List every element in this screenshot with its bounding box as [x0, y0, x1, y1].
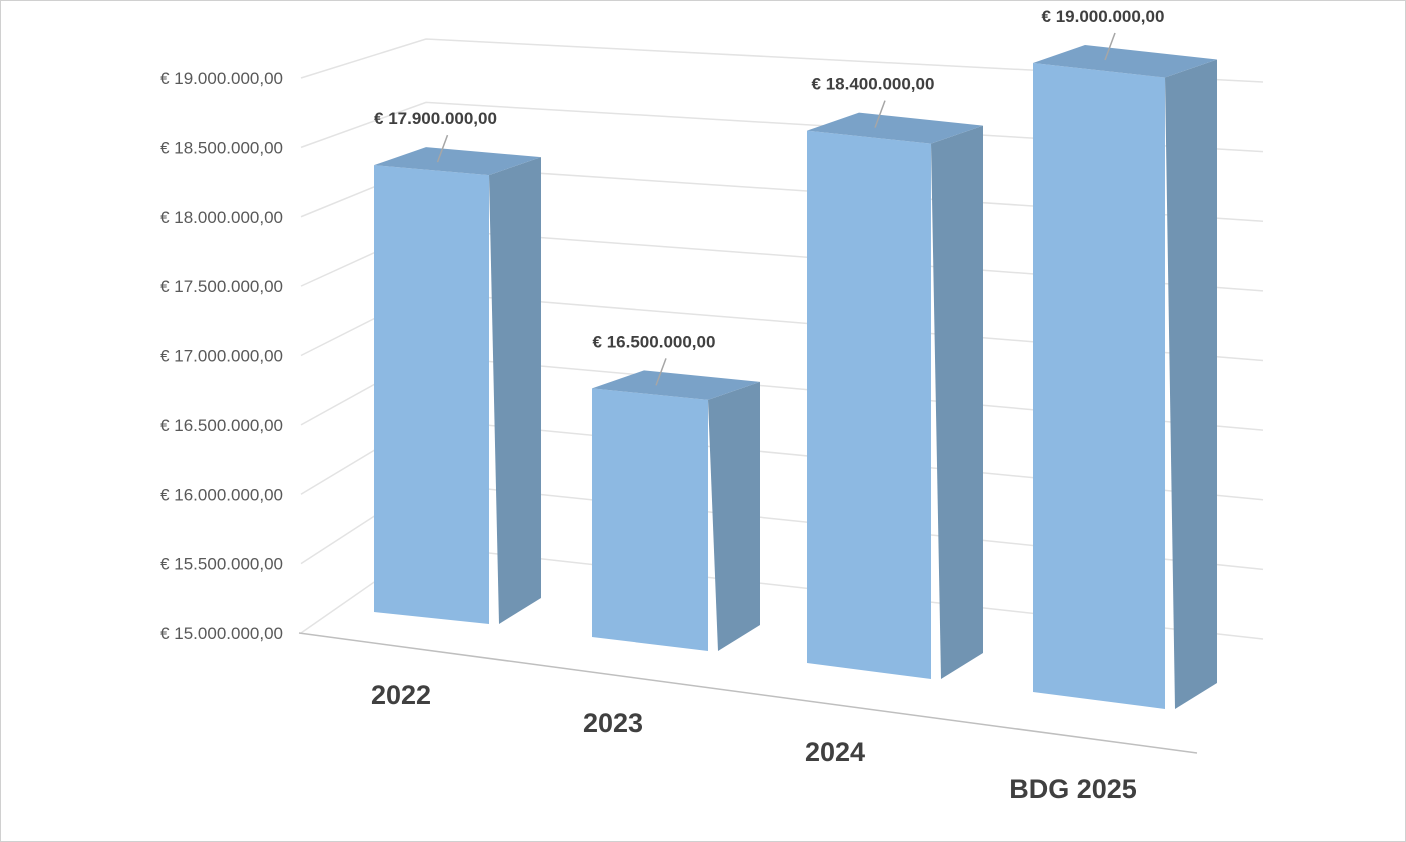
data-label-leader [436, 134, 449, 163]
bar-side [489, 157, 541, 624]
data-label-leader [655, 358, 667, 386]
bar-top [807, 112, 983, 144]
bars [374, 45, 1217, 709]
axes [298, 632, 1198, 754]
x-category-label: 2024 [805, 737, 865, 767]
bar-top [1033, 45, 1217, 78]
x-category-label: BDG 2025 [1009, 774, 1137, 804]
gridline [300, 101, 1264, 153]
data-labels: € 17.900.000,00 € 16.500.000,00 € 18.400.0… [374, 7, 1165, 386]
x-axis-category-labels: 2022 2023 2024 BDG 2025 [371, 680, 1137, 804]
y-tick-label: € 18.000.000,00 [160, 208, 283, 227]
x-category-label: 2023 [583, 708, 643, 738]
data-label: € 17.900.000,00 [374, 109, 497, 128]
bar-side [708, 381, 760, 651]
data-label: € 18.400.000,00 [812, 75, 935, 94]
x-axis-line [298, 632, 1198, 754]
y-tick-label: € 15.000.000,00 [160, 624, 283, 643]
y-tick-label: € 18.500.000,00 [160, 138, 283, 157]
gridline [300, 38, 1264, 83]
bar-front [1033, 63, 1165, 709]
y-tick-label: € 15.500.000,00 [160, 555, 283, 574]
data-label-leader [874, 100, 886, 128]
y-tick-label: € 17.500.000,00 [160, 277, 283, 296]
bar-front [807, 130, 931, 679]
data-label: € 16.500.000,00 [593, 332, 716, 351]
y-tick-label: € 17.000.000,00 [160, 347, 283, 366]
bar-side [1165, 59, 1217, 709]
bar-top [592, 370, 760, 400]
bar-side [931, 125, 983, 679]
bar-top [374, 147, 541, 176]
bar-front [374, 165, 489, 624]
y-axis-tick-labels: € 15.000.000,00 € 15.500.000,00 € 16.000.0… [160, 69, 283, 643]
bar-front [592, 388, 708, 651]
x-category-label: 2022 [371, 680, 431, 710]
y-tick-label: € 19.000.000,00 [160, 69, 283, 88]
y-tick-label: € 16.500.000,00 [160, 416, 283, 435]
y-tick-label: € 16.000.000,00 [160, 485, 283, 504]
data-label: € 19.000.000,00 [1042, 7, 1165, 26]
data-label-leader [1104, 32, 1116, 61]
